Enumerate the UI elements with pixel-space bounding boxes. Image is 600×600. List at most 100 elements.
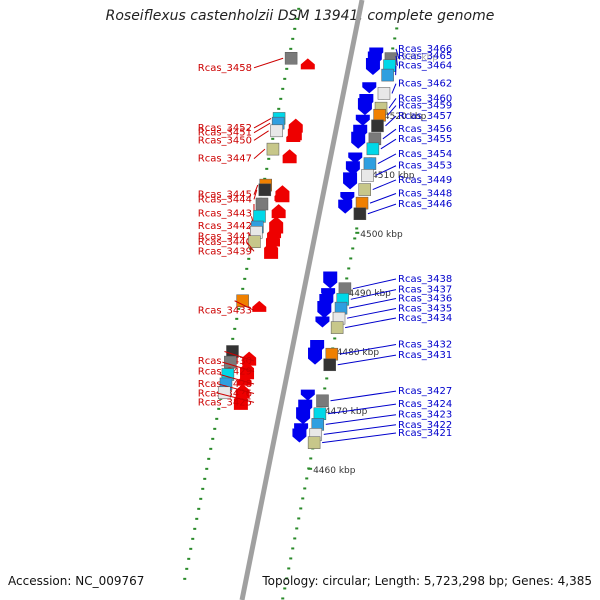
genome-summary-text: Topology: circular; Length: 5,723,298 bp… (262, 574, 592, 588)
gene-leader-Rcas_3426 (217, 383, 255, 394)
reverse-gene-arrow-Rcas_3453 (345, 161, 360, 176)
forward-gene-arrow-Rcas_3458 (300, 58, 315, 70)
ruler-label-4500: 4500 kbp (360, 230, 403, 240)
reverse-gene-arrow-Rcas_3421 (292, 428, 307, 443)
tick-mark (243, 277, 247, 280)
ruler-tick (355, 231, 360, 234)
tick-mark (353, 237, 357, 240)
reverse-gene-arrow-Rcas_3457 (355, 114, 370, 126)
tick-mark (185, 567, 189, 570)
gene-leader-Rcas_3428 (219, 374, 255, 385)
reverse-gene-block-Rcas_3421 (307, 436, 321, 449)
tick-mark (285, 577, 289, 580)
gene-leader-Rcas_3421 (322, 432, 397, 444)
gene-label-Rcas_3434: Rcas_3434 (398, 313, 452, 324)
tick-mark (233, 327, 237, 330)
gene-leader-Rcas_3456 (382, 128, 397, 140)
gene-leader-Rcas_3422 (323, 424, 397, 435)
gene-leader-Rcas_3452 (253, 117, 272, 129)
reverse-gene-block-Rcas_3438 (338, 282, 352, 295)
forward-gene-block-Rcas_3458 (284, 52, 298, 65)
tick-mark (183, 577, 187, 580)
tick-mark (201, 487, 205, 490)
tick-mark (215, 417, 219, 420)
gene-label-Rcas_3452: Rcas_3452 (198, 123, 252, 134)
gene-label-Rcas_3455: Rcas_3455 (398, 134, 452, 145)
gene-label-Rcas_3422: Rcas_3422 (398, 420, 452, 431)
reverse-gene-arrow-Rcas_3464 (365, 57, 380, 75)
gene-leader-Rcas_3466 (395, 48, 400, 59)
tick-mark (191, 537, 195, 540)
forward-gene-arrow-Rcas_3430 (242, 351, 257, 366)
gene-label-Rcas_3424: Rcas_3424 (398, 399, 452, 410)
tick-mark (189, 547, 193, 550)
gene-leader-Rcas_3451 (253, 122, 271, 134)
reverse-gene-block-Rcas_3462 (377, 87, 391, 100)
tick-mark (391, 47, 395, 50)
gene-leader-Rcas_3447 (253, 148, 266, 160)
tick-mark (289, 557, 293, 560)
tick-mark (193, 527, 197, 530)
reverse-gene-block-Rcas_3453 (361, 169, 374, 182)
gene-leader-Rcas_3427 (330, 390, 397, 402)
reverse-gene-block-Rcas_3427 (316, 394, 329, 408)
gene-label-Rcas_3459: Rcas_3459 (398, 101, 452, 112)
forward-gene-block-Rcas_3450 (270, 124, 283, 138)
ruler-label-4530: 4530 kbp (396, 53, 439, 63)
tick-mark (187, 557, 191, 560)
tick-mark (297, 517, 301, 520)
forward-gene-block-Rcas_3447 (266, 142, 280, 156)
ruler-tick (308, 467, 313, 470)
ruler-label-4510: 4510 kbp (372, 171, 415, 181)
reverse-gene-arrow-Rcas_3455 (351, 131, 366, 149)
forward-gene-block-Rcas_3444 (258, 183, 272, 197)
reverse-gene-arrow-Rcas_3459 (357, 98, 372, 116)
tick-mark (291, 547, 295, 550)
tick-mark (325, 377, 329, 380)
reverse-gene-arrow-Rcas_3449 (343, 172, 358, 190)
gene-leader-Rcas_3453 (375, 165, 397, 176)
gene-leader-Rcas_3433 (234, 300, 255, 311)
tick-mark (293, 537, 297, 540)
gene-label-Rcas_3454: Rcas_3454 (398, 149, 452, 160)
gene-label-Rcas_3425: Rcas_3425 (198, 397, 252, 408)
tick-mark (349, 257, 353, 260)
forward-gene-arrow-Rcas_3450 (286, 130, 301, 142)
gene-label-Rcas_3450: Rcas_3450 (198, 135, 252, 146)
gene-label-Rcas_3464: Rcas_3464 (398, 60, 452, 71)
gene-leader-Rcas_3449 (372, 179, 397, 191)
map-title: Roseiflexus castenholzii DSM 13941, comp… (105, 8, 495, 24)
tick-mark (283, 77, 287, 80)
tick-mark (271, 137, 275, 140)
tick-mark (295, 17, 299, 20)
gene-label-Rcas_3457: Rcas_3457 (398, 111, 452, 122)
reverse-gene-arrow-Rcas_3454 (348, 152, 363, 164)
tick-mark (303, 487, 307, 490)
gene-label-Rcas_3458: Rcas_3458 (198, 63, 252, 74)
gene-leader-Rcas_3448 (369, 193, 397, 204)
forward-gene-arrow-Rcas_3433 (252, 300, 267, 312)
tick-mark (263, 177, 267, 180)
reverse-gene-block-Rcas_3459 (373, 108, 386, 122)
gene-leader-Rcas_3462 (391, 83, 397, 94)
tick-mark (283, 587, 287, 590)
gene-leader-Rcas_3431 (337, 354, 397, 366)
tick-mark (297, 7, 301, 10)
gene-label-Rcas_3451: Rcas_3451 (198, 128, 252, 139)
reverse-gene-arrow-Rcas_3434 (315, 316, 330, 328)
tick-mark (195, 517, 199, 520)
gene-leader-Rcas_3425 (216, 392, 255, 403)
ruler-label-4490: 4490 kbp (348, 289, 391, 299)
tick-mark (291, 37, 295, 40)
reverse-gene-block-Rcas_3454 (363, 157, 377, 170)
forward-gene-arrow-Rcas_3443 (271, 204, 286, 219)
gene-leader-Rcas_3423 (325, 414, 397, 425)
gene-label-Rcas_3439: Rcas_3439 (198, 246, 252, 257)
gene-label-Rcas_3441: Rcas_3441 (198, 232, 252, 243)
forward-gene-arrow-Rcas_3447 (282, 149, 297, 164)
tick-mark (305, 477, 309, 480)
tick-mark (293, 27, 297, 30)
reverse-gene-arrow-Rcas_3423 (296, 407, 311, 425)
gene-leader-Rcas_3457 (385, 115, 397, 127)
